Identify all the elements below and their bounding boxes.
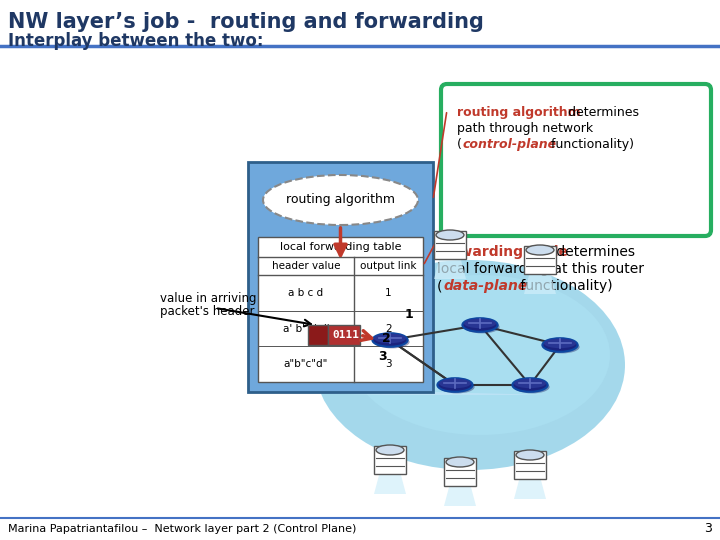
Ellipse shape [263, 175, 418, 225]
Text: (: ( [437, 279, 443, 293]
FancyBboxPatch shape [308, 325, 328, 345]
Text: data-plane: data-plane [444, 279, 528, 293]
Ellipse shape [374, 334, 406, 343]
Ellipse shape [462, 318, 498, 332]
Text: local forwarding at this router: local forwarding at this router [437, 262, 644, 276]
Polygon shape [524, 274, 556, 294]
Ellipse shape [526, 245, 554, 255]
Ellipse shape [513, 378, 548, 392]
FancyBboxPatch shape [374, 446, 406, 474]
Ellipse shape [439, 381, 474, 394]
Ellipse shape [436, 230, 464, 240]
FancyBboxPatch shape [328, 325, 360, 345]
Text: functionality): functionality) [547, 138, 634, 151]
Text: routing algorithm: routing algorithm [286, 193, 395, 206]
Ellipse shape [438, 378, 472, 392]
Ellipse shape [514, 381, 549, 394]
FancyBboxPatch shape [434, 231, 466, 259]
Ellipse shape [315, 260, 625, 470]
Ellipse shape [516, 450, 544, 460]
Text: a"b"c"d": a"b"c"d" [284, 359, 328, 369]
Ellipse shape [372, 333, 408, 347]
FancyBboxPatch shape [524, 246, 556, 274]
Ellipse shape [544, 341, 580, 353]
Text: Interplay between the two:: Interplay between the two: [8, 32, 264, 50]
Text: path through network: path through network [457, 122, 593, 135]
Text: 3: 3 [378, 350, 387, 363]
Ellipse shape [446, 457, 474, 467]
Ellipse shape [350, 275, 610, 435]
Text: 1: 1 [385, 288, 392, 298]
Ellipse shape [464, 319, 496, 328]
FancyBboxPatch shape [258, 237, 423, 382]
Text: 3: 3 [385, 359, 392, 369]
Text: routing algorithm: routing algorithm [457, 106, 580, 119]
Text: output link: output link [360, 261, 417, 271]
Ellipse shape [464, 321, 500, 333]
Text: functionality): functionality) [516, 279, 613, 293]
Text: a b c d: a b c d [288, 288, 323, 298]
FancyBboxPatch shape [248, 162, 433, 392]
Polygon shape [444, 486, 476, 506]
Text: Marina Papatriantafilou –  Network layer part 2 (Control Plane): Marina Papatriantafilou – Network layer … [8, 524, 356, 534]
Text: (: ( [457, 138, 462, 151]
Text: packet's header: packet's header [160, 305, 254, 318]
Ellipse shape [544, 339, 576, 348]
Ellipse shape [439, 379, 471, 388]
Text: value in arriving: value in arriving [160, 292, 256, 305]
Text: 1: 1 [405, 308, 414, 321]
Ellipse shape [376, 445, 404, 455]
FancyBboxPatch shape [514, 451, 546, 479]
Polygon shape [374, 474, 406, 494]
Text: NW layer’s job -  routing and forwarding: NW layer’s job - routing and forwarding [8, 12, 484, 32]
Text: 2: 2 [385, 323, 392, 334]
FancyBboxPatch shape [444, 458, 476, 486]
Polygon shape [434, 259, 466, 279]
Text: a' b' c' d': a' b' c' d' [282, 323, 329, 334]
Text: 0111: 0111 [333, 330, 359, 340]
Polygon shape [514, 479, 546, 499]
Text: forwarding table: forwarding table [437, 245, 568, 259]
Ellipse shape [514, 379, 546, 388]
Text: control-plane: control-plane [463, 138, 557, 151]
Polygon shape [248, 392, 550, 395]
Text: 2: 2 [382, 332, 391, 345]
Ellipse shape [542, 338, 577, 352]
Text: determines: determines [552, 245, 635, 259]
Ellipse shape [374, 335, 410, 348]
FancyBboxPatch shape [441, 84, 711, 236]
Text: determines: determines [564, 106, 639, 119]
Text: header value: header value [271, 261, 340, 271]
Text: local forwarding table: local forwarding table [280, 242, 401, 252]
Text: 3: 3 [704, 523, 712, 536]
